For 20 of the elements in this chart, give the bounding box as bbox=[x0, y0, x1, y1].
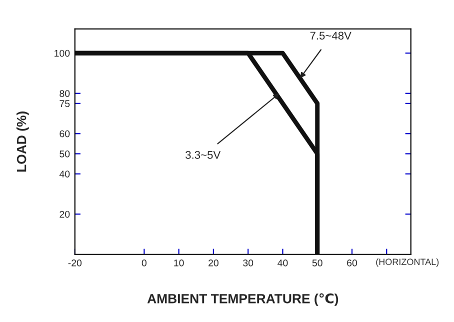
x-tick-label: 60 bbox=[347, 260, 358, 266]
x-tick-label: 50 bbox=[312, 260, 322, 266]
y-tick-label: 40 bbox=[59, 170, 70, 178]
y-tick-label: 75 bbox=[60, 100, 70, 108]
x-tick-label: 0 bbox=[142, 260, 147, 266]
annotation: 7.5~48V bbox=[310, 32, 352, 40]
x-tick-label: 10 bbox=[174, 260, 184, 266]
y-tick-label: 20 bbox=[60, 210, 70, 218]
x-tick-label: 20 bbox=[208, 260, 218, 266]
y-tick-label: 100 bbox=[54, 50, 70, 57]
x-tick-label: 40 bbox=[278, 260, 288, 266]
x-axis-title: AMBIENT TEMPERATURE (℃) bbox=[147, 293, 338, 306]
x-tick-label: 30 bbox=[243, 260, 254, 266]
y-tick-label: 50 bbox=[60, 150, 70, 158]
y-axis-title: LOAD (%) bbox=[16, 112, 29, 172]
text: (HORIZONTAL) bbox=[376, 258, 439, 267]
annotation: 3.3~5V bbox=[186, 150, 221, 159]
x-tick-label: -20 bbox=[68, 260, 82, 266]
y-tick-label: 60 bbox=[60, 130, 70, 138]
y-tick-label: 80 bbox=[60, 90, 70, 97]
